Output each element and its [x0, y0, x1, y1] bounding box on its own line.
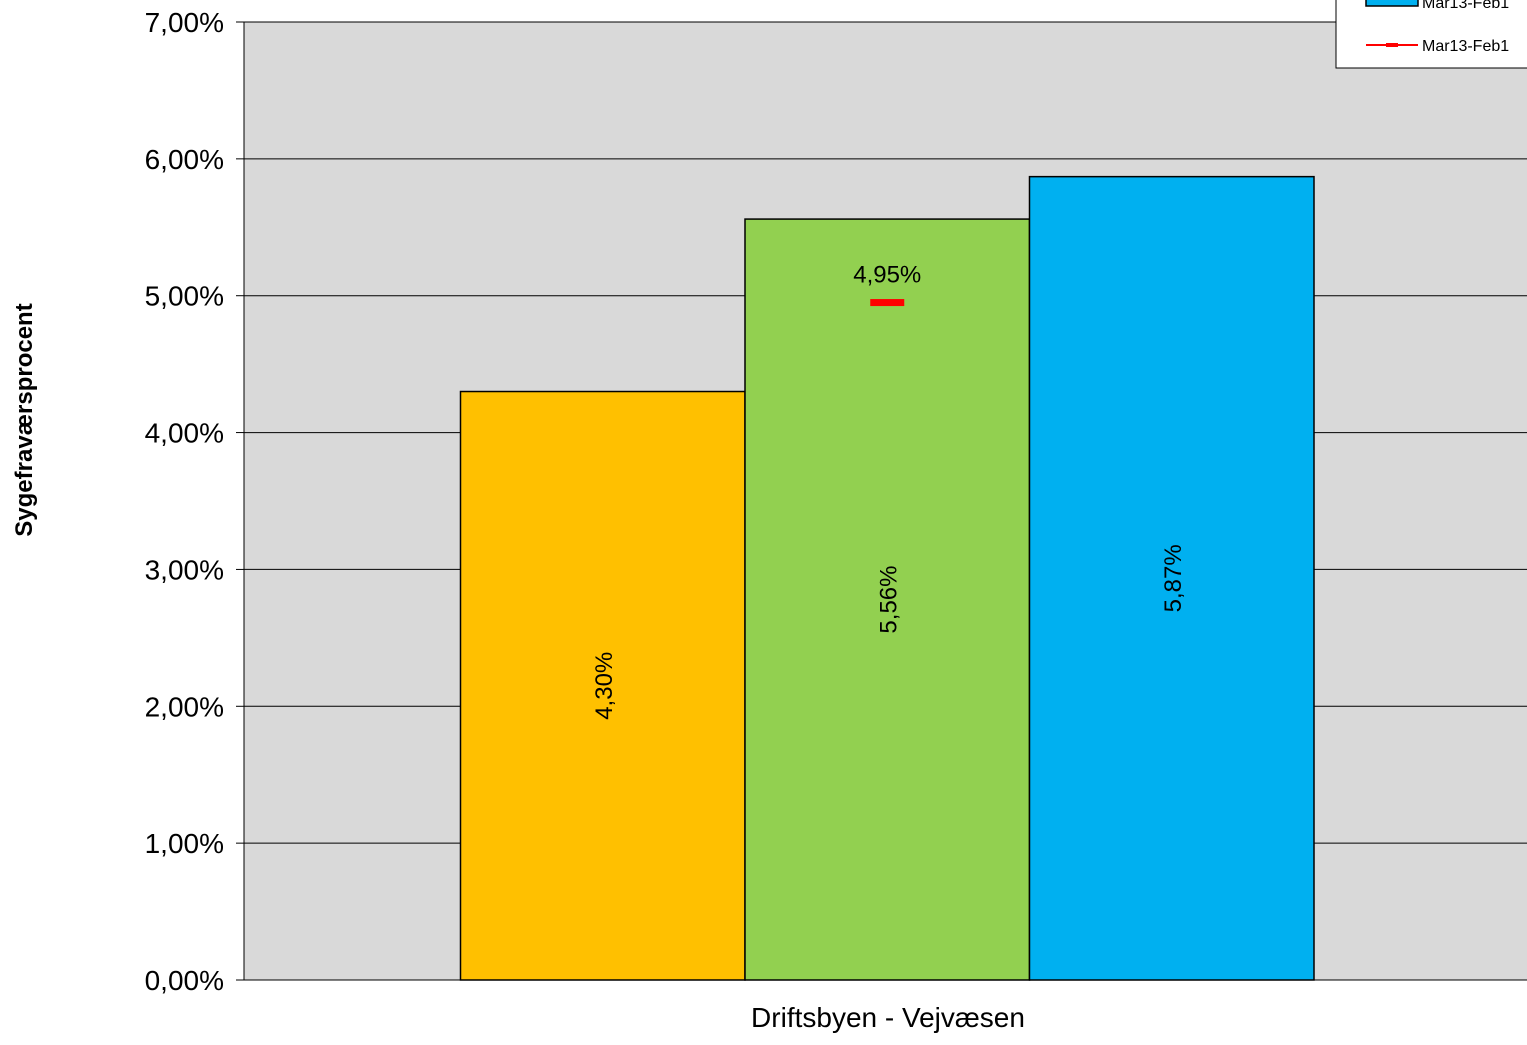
y-tick-label: 3,00%	[145, 554, 224, 585]
legend-label-bar: Mar13-Feb1	[1422, 0, 1509, 12]
bar-data-label: 4,30%	[591, 652, 618, 720]
bars: 4,30% 5,56% 5,87%	[459, 175, 1315, 981]
y-tick-label: 4,00%	[145, 418, 224, 449]
legend-swatch-blue	[1365, 0, 1419, 7]
legend-label-marker: Mar13-Feb1	[1422, 38, 1509, 55]
y-tick-label: 5,00%	[145, 281, 224, 312]
bar	[459, 390, 746, 981]
y-tick-label: 1,00%	[145, 828, 224, 859]
y-tick-label: 2,00%	[145, 691, 224, 722]
y-axis-title: Sygefraværsprocent	[11, 303, 38, 536]
y-tick-label: 7,00%	[145, 7, 224, 38]
marker-series: 4,95%	[853, 262, 921, 307]
marker-point	[870, 299, 905, 307]
bar	[1028, 175, 1315, 981]
y-axis-ticks: 0,00% 1,00% 2,00% 3,00% 4,00% 5,00% 6,00% 7,00%	[145, 7, 244, 996]
legend-marker-red	[1386, 43, 1398, 47]
category-label: Driftsbyen - Vejvæsen	[751, 1002, 1025, 1033]
legend-box	[1335, 0, 1527, 69]
y-tick-label: 0,00%	[145, 965, 224, 996]
bar	[744, 218, 1031, 981]
bar-data-label: 5,56%	[875, 566, 902, 634]
marker-data-label: 4,95%	[853, 262, 921, 289]
legend: Mar13-Feb1 Mar13-Feb1	[1335, 0, 1527, 69]
bar-data-label: 5,87%	[1160, 544, 1187, 612]
y-tick-label: 6,00%	[145, 144, 224, 175]
